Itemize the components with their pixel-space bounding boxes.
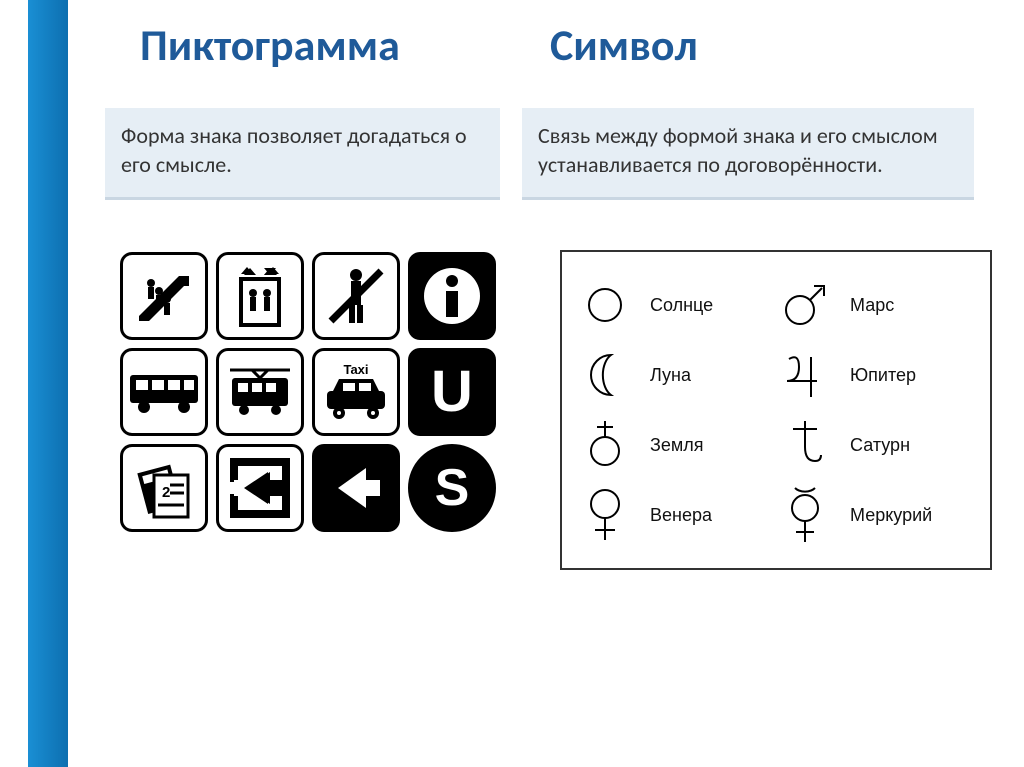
pictogram-exit-arrow-boxed	[216, 444, 304, 532]
escalator-icon	[129, 261, 199, 331]
pictogram-taxi: Taxi	[312, 348, 400, 436]
descriptions-row: Форма знака позволяет догадаться о его с…	[105, 108, 985, 200]
taxi-label: Taxi	[343, 362, 368, 377]
pictogram-bus	[120, 348, 208, 436]
pictogram-no-pedestrians	[312, 252, 400, 340]
tickets-icon: 2	[128, 455, 200, 521]
moon-icon	[583, 351, 627, 399]
label-moon: Луна	[650, 365, 760, 386]
entrance-arrow-icon	[320, 452, 392, 524]
mars-icon	[780, 280, 830, 330]
u-bahn-icon: U	[417, 357, 487, 427]
symbol-earth	[580, 410, 630, 480]
accent-bar	[28, 0, 68, 767]
label-saturn: Сатурн	[850, 435, 960, 456]
label-mars: Марс	[850, 295, 960, 316]
pictogram-entrance-arrow	[312, 444, 400, 532]
u-letter: U	[431, 359, 473, 424]
symbol-grid: Солнце Марс Луна Юпитер	[580, 270, 972, 550]
symbol-venus	[580, 480, 630, 550]
description-pictogram: Форма знака позволяет догадаться о его с…	[105, 108, 500, 200]
venus-icon	[583, 486, 627, 544]
symbol-moon	[580, 340, 630, 410]
pictogram-information	[408, 252, 496, 340]
symbol-mars	[780, 270, 830, 340]
s-letter: S	[435, 459, 470, 517]
earth-icon	[583, 417, 627, 473]
pictogram-u-bahn: U	[408, 348, 496, 436]
label-venus: Венера	[650, 505, 760, 526]
symbol-jupiter	[780, 340, 830, 410]
information-icon	[417, 261, 487, 331]
pictogram-elevator	[216, 252, 304, 340]
symbol-panel: Солнце Марс Луна Юпитер	[560, 250, 992, 570]
label-mercury: Меркурий	[850, 505, 960, 526]
heading-pictogram: Пиктограмма	[140, 18, 550, 72]
pictogram-panel: Taxi U 2	[120, 252, 500, 532]
heading-symbol: Символ	[550, 18, 960, 72]
svg-text:2: 2	[162, 484, 170, 501]
taxi-icon: Taxi	[319, 361, 393, 423]
pictogram-escalator	[120, 252, 208, 340]
symbol-mercury	[780, 480, 830, 550]
sun-icon	[583, 283, 627, 327]
s-bahn-icon: S	[417, 453, 487, 523]
mercury-icon	[783, 484, 827, 546]
symbol-sun	[580, 270, 630, 340]
label-earth: Земля	[650, 435, 760, 456]
exit-arrow-icon	[224, 452, 296, 524]
headings-row: Пиктограмма Символ	[140, 18, 980, 72]
label-sun: Солнце	[650, 295, 760, 316]
pictogram-tram	[216, 348, 304, 436]
jupiter-icon	[781, 349, 829, 401]
description-symbol: Связь между формой знака и его смыслом у…	[522, 108, 974, 200]
no-pedestrians-icon	[321, 261, 391, 331]
pictogram-tickets: 2	[120, 444, 208, 532]
tram-icon	[222, 364, 298, 420]
label-jupiter: Юпитер	[850, 365, 960, 386]
pictogram-s-bahn: S	[408, 444, 496, 532]
bus-icon	[126, 367, 202, 417]
pictogram-grid: Taxi U 2	[120, 252, 500, 532]
symbol-saturn	[780, 410, 830, 480]
elevator-icon	[225, 261, 295, 331]
saturn-icon	[781, 417, 829, 473]
